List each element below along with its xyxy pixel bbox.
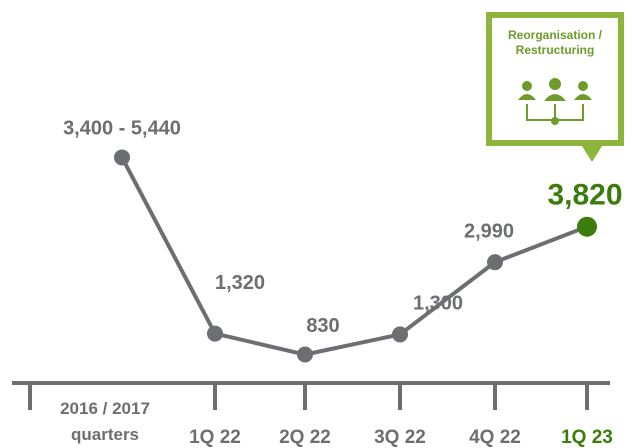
people-icon xyxy=(518,78,592,101)
x-tick-label-line: 2016 / 2017 xyxy=(60,399,150,418)
value-label: 3,400 - 5,440 xyxy=(63,118,181,140)
point xyxy=(114,149,130,166)
org-node xyxy=(551,117,559,125)
point xyxy=(207,325,223,342)
value-label: 1,300 xyxy=(413,293,463,315)
x-tick-label: 1Q 23 xyxy=(561,427,613,448)
value-label: 2,990 xyxy=(464,220,514,242)
point xyxy=(392,326,408,343)
value-label: 3,820 xyxy=(547,179,622,212)
point xyxy=(297,346,313,363)
annotation-line: Reorganisation / xyxy=(508,28,603,42)
x-tick-label: 1Q 22 xyxy=(189,427,241,448)
x-tick-label: 2016 / 2017 quarters xyxy=(60,399,150,444)
annotation-line: Restructuring xyxy=(516,43,595,57)
point xyxy=(487,254,503,271)
x-tick-label: 4Q 22 xyxy=(469,427,521,448)
value-label: 830 xyxy=(306,315,339,337)
callout: Reorganisation / Restructuring xyxy=(486,12,624,162)
value-label: 1,320 xyxy=(215,272,265,294)
line xyxy=(120,156,588,357)
point xyxy=(577,216,597,237)
annotation: Reorganisation / Restructuring xyxy=(508,28,603,57)
x-tick-label: 2Q 22 xyxy=(279,427,331,448)
x-tick-label: 3Q 22 xyxy=(374,427,426,448)
x-tick-label-line: quarters xyxy=(71,425,139,444)
